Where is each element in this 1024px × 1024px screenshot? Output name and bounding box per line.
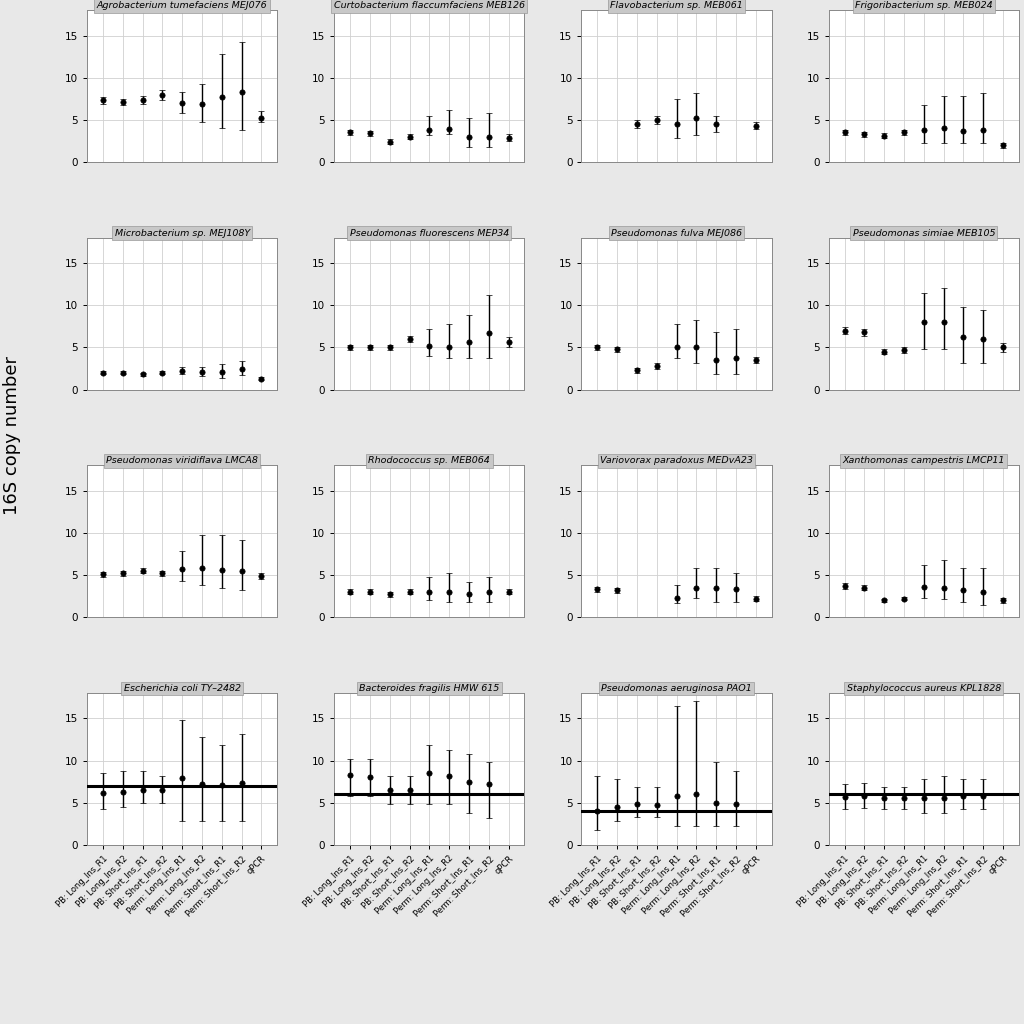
Title: Rhodococcus sp. MEB064: Rhodococcus sp. MEB064 (369, 457, 490, 466)
Title: Pseudomonas aeruginosa PAO1: Pseudomonas aeruginosa PAO1 (601, 684, 752, 693)
Title: Staphylococcus aureus KPL1828: Staphylococcus aureus KPL1828 (847, 684, 1000, 693)
Title: Escherichia coli TY–2482: Escherichia coli TY–2482 (124, 684, 241, 693)
Title: Pseudomonas viridiflava LMCA8: Pseudomonas viridiflava LMCA8 (106, 457, 258, 466)
Text: 16S copy number: 16S copy number (3, 355, 22, 515)
Title: Xanthomonas campestris LMCP11: Xanthomonas campestris LMCP11 (843, 457, 1005, 466)
Title: Bacteroides fragilis HMW 615: Bacteroides fragilis HMW 615 (359, 684, 500, 693)
Title: Curtobacterium flaccumfaciens MEB126: Curtobacterium flaccumfaciens MEB126 (334, 1, 525, 10)
Title: Variovorax paradoxus MEDvA23: Variovorax paradoxus MEDvA23 (600, 457, 753, 466)
Title: Frigoribacterium sp. MEB024: Frigoribacterium sp. MEB024 (855, 1, 992, 10)
Title: Flavobacterium sp. MEB061: Flavobacterium sp. MEB061 (610, 1, 743, 10)
Title: Pseudomonas fulva MEJ086: Pseudomonas fulva MEJ086 (611, 228, 742, 238)
Title: Pseudomonas fluorescens MEP34: Pseudomonas fluorescens MEP34 (350, 228, 509, 238)
Title: Agrobacterium tumefaciens MEJ076: Agrobacterium tumefaciens MEJ076 (97, 1, 267, 10)
Title: Pseudomonas simiae MEB105: Pseudomonas simiae MEB105 (853, 228, 995, 238)
Title: Microbacterium sp. MEJ108Y: Microbacterium sp. MEJ108Y (115, 228, 250, 238)
